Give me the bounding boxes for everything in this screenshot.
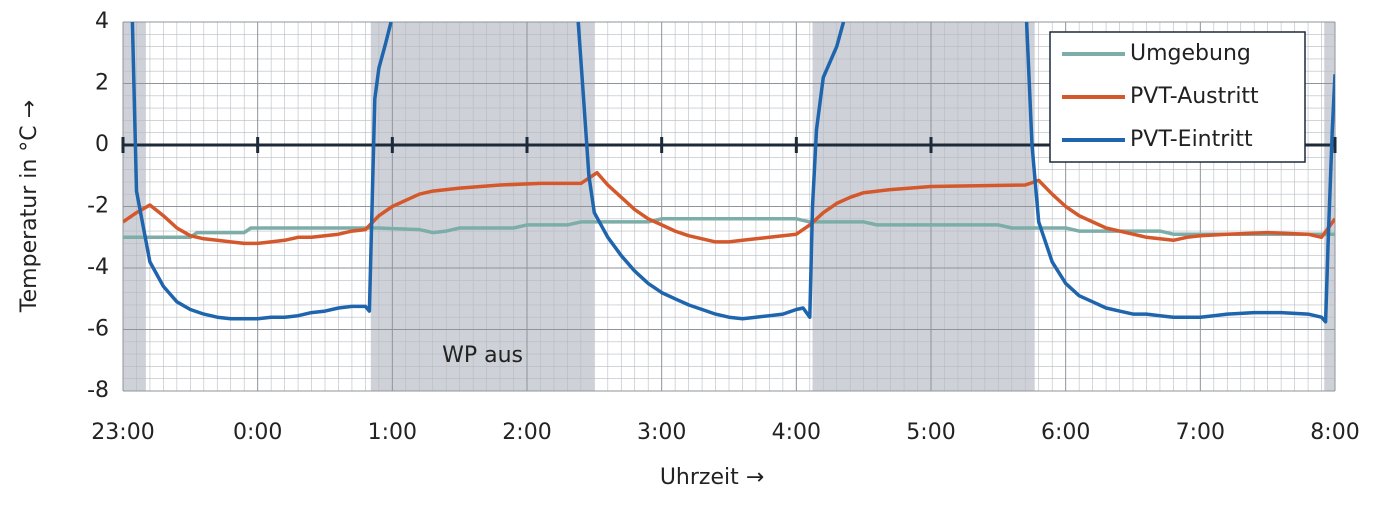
x-tick-label: 4:00 <box>772 420 821 445</box>
x-tick-label: 5:00 <box>906 420 955 445</box>
x-tick-label: 6:00 <box>1041 420 1090 445</box>
legend-label: PVT-Eintritt <box>1130 127 1253 152</box>
y-tick-label: -6 <box>87 317 109 342</box>
plot-lines <box>123 22 1335 324</box>
y-tick-label: 4 <box>95 9 109 34</box>
y-tick-label: -2 <box>87 194 109 219</box>
x-tick-label: 0:00 <box>233 420 282 445</box>
x-tick-label: 8:00 <box>1310 420 1359 445</box>
legend-label: PVT-Austritt <box>1130 84 1259 109</box>
series-line <box>123 217 1335 240</box>
y-tick-label: 0 <box>95 132 109 157</box>
x-tick-label: 2:00 <box>502 420 551 445</box>
series-line <box>130 22 1335 324</box>
legend-label: Umgebung <box>1130 41 1251 66</box>
y-tick-label: -8 <box>87 378 109 403</box>
x-tick-label: 3:00 <box>637 420 686 445</box>
series-line <box>123 170 1335 246</box>
x-tick-label: 7:00 <box>1176 420 1225 445</box>
x-axis-label: Uhrzeit → <box>660 465 764 490</box>
x-tick-label: 23:00 <box>91 420 154 445</box>
x-tick-label: 1:00 <box>368 420 417 445</box>
annotation: WP aus <box>442 343 523 368</box>
y-axis-label: Temperatur in °C → <box>17 100 42 313</box>
y-tick-label: 2 <box>95 71 109 96</box>
y-tick-label: -4 <box>87 255 109 280</box>
